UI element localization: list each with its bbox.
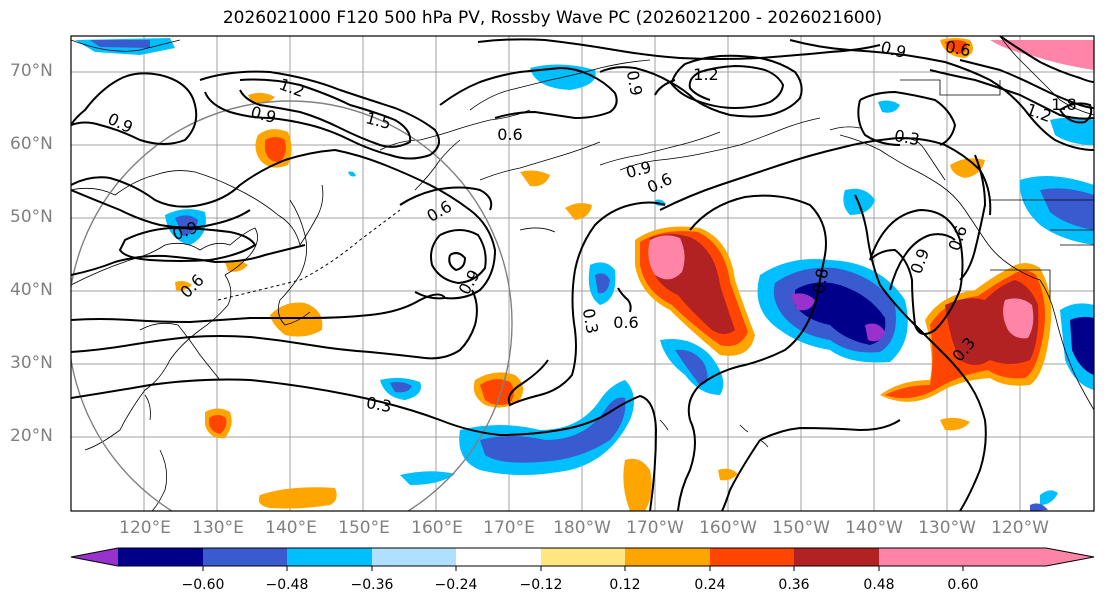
colorbar-segment	[203, 548, 287, 566]
colorbar-segment	[287, 548, 372, 566]
lon-label-140e: 140°E	[265, 518, 317, 538]
lon-label-120e: 120°E	[119, 518, 171, 538]
lat-label-20n: 20°N	[10, 426, 53, 446]
colorbar-tick-label: 0.24	[694, 577, 726, 593]
colorbar-tick-marks	[202, 566, 964, 571]
colorbar-segment	[372, 548, 456, 566]
lon-label-140w: 140°W	[845, 518, 903, 538]
lat-label-50n: 50°N	[10, 207, 53, 227]
contour-label: 1.2	[693, 65, 718, 84]
colorbar-tick-label: −0.24	[434, 577, 478, 593]
colorbar	[70, 547, 1095, 571]
lon-label-150e: 150°E	[338, 518, 390, 538]
lat-label-70n: 70°N	[10, 61, 53, 81]
negative-anomaly-shading	[75, 38, 1094, 511]
contour-label: 0.8	[809, 267, 832, 295]
pv-contours	[71, 36, 1094, 511]
lon-label-170e: 170°E	[483, 518, 535, 538]
map-title: 2026021000 F120 500 hPa PV, Rossby Wave …	[222, 8, 883, 28]
colorbar-segment	[710, 548, 794, 566]
colorbar-segment	[118, 548, 203, 566]
lon-label-170w: 170°W	[626, 518, 684, 538]
colorbar-segment	[794, 548, 879, 566]
contour-label: 1.8	[1051, 95, 1076, 114]
colorbar-tick-label: −0.48	[265, 577, 309, 593]
colorbar-segment	[456, 548, 541, 566]
lon-label-160w: 160°W	[699, 518, 757, 538]
colorbar-tick-label: 0.60	[947, 577, 979, 593]
colorbar-tick-label: −0.60	[181, 577, 225, 593]
colorbar-tick-label: 0.48	[863, 577, 895, 593]
lat-label-60n: 60°N	[10, 134, 53, 154]
colorbar-segment	[625, 548, 710, 566]
lon-label-180w: 180°W	[553, 518, 611, 538]
contour-label: 0.6	[613, 313, 638, 332]
lon-label-120w: 120°W	[991, 518, 1049, 538]
colorbar-tick-label: −0.36	[350, 577, 394, 593]
contour-labels: 0.9 1.2 0.9 1.5 0.6 0.9 0.6 0.9 0.6 1.2 …	[105, 37, 1077, 416]
lon-label-150w: 150°W	[772, 518, 830, 538]
colorbar-outline	[70, 547, 1095, 567]
map-content: 0.9 1.2 0.9 1.5 0.6 0.9 0.6 0.9 0.6 1.2 …	[71, 36, 1094, 511]
reference-circle	[71, 100, 513, 511]
lon-label-130w: 130°W	[918, 518, 976, 538]
contour-label: 0.3	[893, 126, 921, 149]
contour-label: 0.6	[944, 37, 972, 60]
colorbar-segment	[541, 548, 625, 566]
lat-label-40n: 40°N	[10, 280, 53, 300]
coastlines	[71, 36, 1094, 511]
contour-label: 0.6	[497, 125, 522, 144]
contour-label: 0.3	[579, 307, 602, 335]
colorbar-segment	[879, 548, 963, 566]
dateline-boundary	[217, 209, 401, 301]
colorbar-tick-label: 0.36	[778, 577, 810, 593]
positive-anomaly-shading	[175, 38, 1094, 511]
colorbar-tick-label: −0.12	[519, 577, 563, 593]
colorbar-extend-max	[963, 548, 1094, 566]
lon-label-130e: 130°E	[192, 518, 244, 538]
contour-label: 0.9	[623, 69, 646, 97]
lat-label-30n: 30°N	[10, 353, 53, 373]
colorbar-extend-min	[71, 548, 118, 566]
colorbar-tick-label: 0.12	[609, 577, 641, 593]
contour-label: 0.3	[365, 393, 393, 416]
map-frame	[70, 35, 1095, 512]
lon-label-160e: 160°E	[411, 518, 463, 538]
